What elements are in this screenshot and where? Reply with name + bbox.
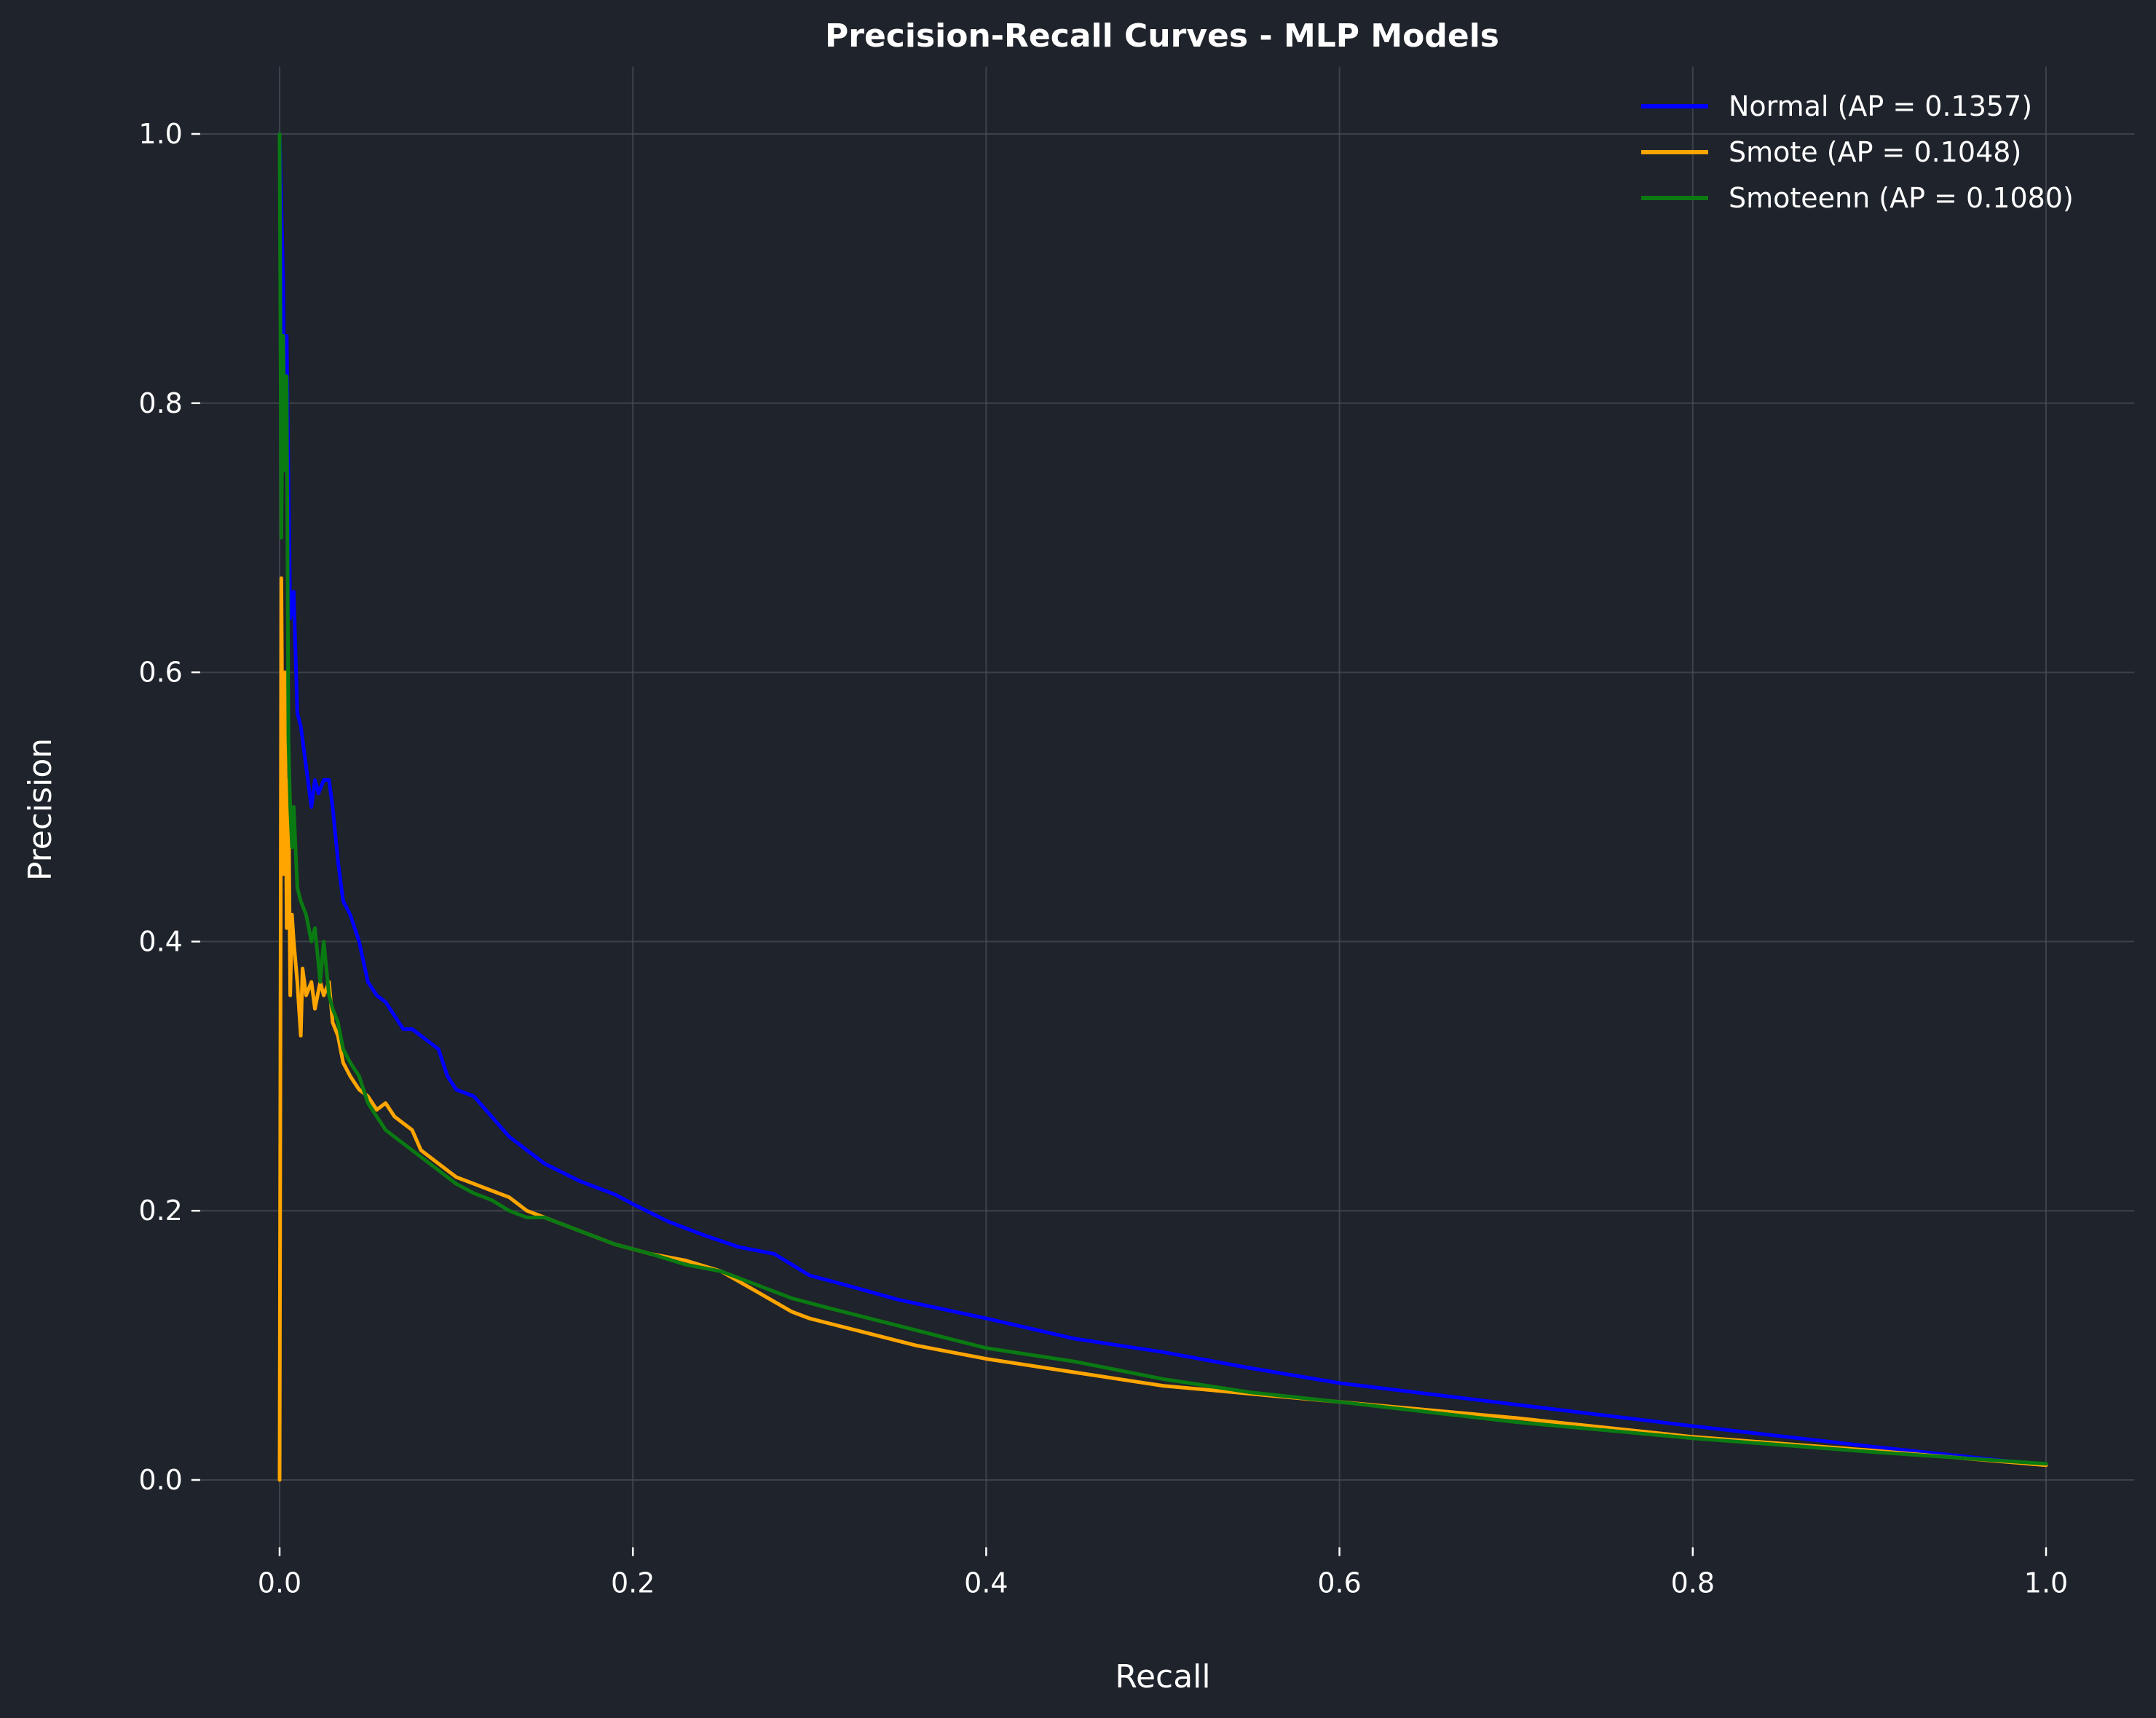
- grid: [200, 66, 2135, 1548]
- legend-label-1: Normal (AP = 0.1357): [1729, 90, 2032, 122]
- x-tick-label: 0.6: [1317, 1567, 1361, 1599]
- x-tick-label: 0.0: [258, 1567, 301, 1599]
- y-tick-label: 1.0: [138, 118, 182, 150]
- x-tick-label: 0.4: [964, 1567, 1008, 1599]
- chart-title: Precision-Recall Curves - MLP Models: [825, 17, 1499, 55]
- legend-label-3: Smoteenn (AP = 0.1080): [1729, 182, 2074, 214]
- plot-area: [277, 132, 2048, 1482]
- x-tick-label: 0.2: [611, 1567, 655, 1599]
- y-tick-label: 0.0: [138, 1464, 182, 1496]
- series-line-3: [277, 132, 2048, 1466]
- y-tick-label: 0.2: [138, 1195, 182, 1227]
- series-line-2: [277, 576, 2048, 1482]
- series-line-1: [277, 132, 2048, 1468]
- y-tick-label: 0.6: [138, 657, 182, 689]
- x-tick-label: 1.0: [2024, 1567, 2068, 1599]
- x-axis-label: Recall: [1115, 1658, 1210, 1695]
- axis-ticks: 0.0 0.2 0.4 0.6 0.8 1.0 0.0 0.2 0.4 0.6 0.8 1.0: [138, 118, 2068, 1599]
- legend-label-2: Smote (AP = 0.1048): [1729, 136, 2021, 168]
- y-axis-label: Precision: [22, 738, 59, 881]
- x-tick-label: 0.8: [1671, 1567, 1715, 1599]
- y-tick-label: 0.8: [138, 387, 182, 419]
- legend: Normal (AP = 0.1357) Smote (AP = 0.1048) S…: [1641, 90, 2074, 214]
- y-tick-label: 0.4: [138, 925, 182, 957]
